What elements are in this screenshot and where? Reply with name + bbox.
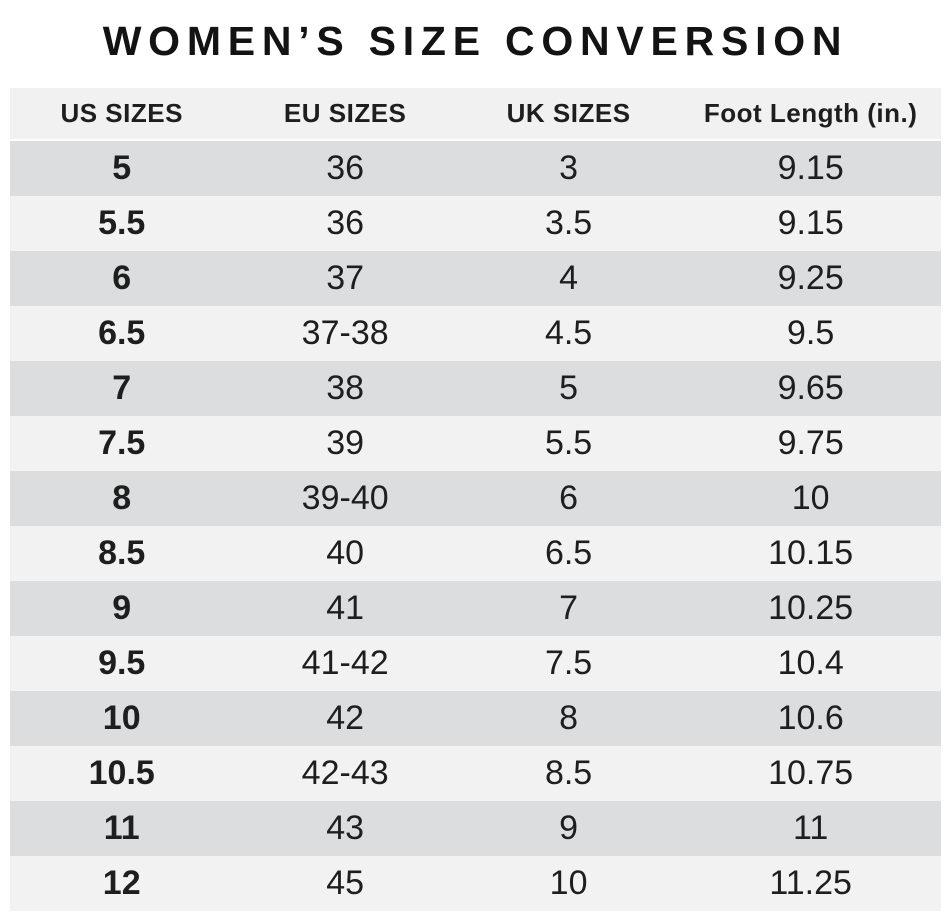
cell-uk: 8 (559, 699, 579, 737)
column-header-uk-sizes: UK SIZES (456, 88, 681, 141)
cell-uk: 4 (559, 259, 579, 297)
size-table-body: 5 36 3 9.15 5.5 36 3.5 9.15 6 37 4 9.25 6.5 37-38 4.5 9… (10, 140, 941, 911)
cell-us: 5.5 (98, 204, 146, 242)
cell-eu: 41 (326, 589, 365, 627)
cell-us: 11 (103, 809, 140, 847)
cell-us: 10.5 (88, 754, 155, 792)
size-conversion-table: US SIZES EU SIZES UK SIZES Foot Length (… (10, 88, 941, 911)
cell-eu: 37-38 (301, 314, 389, 352)
cell-us: 6 (112, 259, 132, 297)
table-row: 6.5 37-38 4.5 9.5 (10, 306, 941, 361)
cell-foot_length_in: 10 (791, 479, 830, 517)
cell-uk: 3.5 (544, 204, 593, 242)
table-row: 11 43 9 11 (10, 801, 941, 856)
table-row: 9 41 7 10.25 (10, 581, 941, 636)
cell-foot_length_in: 10.15 (768, 534, 854, 572)
header-row: US SIZES EU SIZES UK SIZES Foot Length (… (10, 88, 941, 141)
page-title: WOMEN’S SIZE CONVERSION (102, 18, 849, 64)
table-row: 12 45 10 11.25 (10, 856, 941, 911)
cell-foot_length_in: 9.15 (777, 149, 844, 187)
cell-eu: 37 (326, 259, 365, 297)
cell-foot_length_in: 9.65 (777, 369, 844, 407)
cell-us: 8.5 (98, 534, 146, 572)
size-conversion-table-wrap: US SIZES EU SIZES UK SIZES Foot Length (… (10, 88, 941, 911)
cell-eu: 40 (326, 534, 365, 572)
cell-foot_length_in: 10.4 (777, 644, 844, 682)
cell-us: 10 (102, 699, 141, 737)
table-row: 7.5 39 5.5 9.75 (10, 416, 941, 471)
cell-us: 7.5 (98, 424, 146, 462)
column-header-foot-length: Foot Length (in.) (680, 88, 941, 141)
table-row: 7 38 5 9.65 (10, 361, 941, 416)
cell-eu: 43 (326, 809, 365, 847)
cell-uk: 7 (559, 589, 579, 627)
table-row: 5 36 3 9.15 (10, 140, 941, 196)
cell-us: 6.5 (98, 314, 146, 352)
cell-us: 8 (112, 479, 132, 517)
table-row: 9.5 41-42 7.5 10.4 (10, 636, 941, 691)
cell-foot_length_in: 9.5 (787, 314, 835, 352)
cell-foot_length_in: 9.15 (777, 204, 844, 242)
cell-eu: 39-40 (301, 479, 389, 517)
table-row: 5.5 36 3.5 9.15 (10, 196, 941, 251)
cell-uk: 6 (559, 479, 579, 517)
table-row: 6 37 4 9.25 (10, 251, 941, 306)
table-row: 10.5 42-43 8.5 10.75 (10, 746, 941, 801)
cell-eu: 39 (326, 424, 365, 462)
cell-us: 9 (112, 589, 132, 627)
table-row: 10 42 8 10.6 (10, 691, 941, 746)
cell-eu: 41-42 (301, 644, 389, 682)
cell-us: 7 (112, 369, 132, 407)
cell-uk: 4.5 (544, 314, 593, 352)
cell-uk: 9 (559, 809, 579, 847)
cell-eu: 38 (326, 369, 365, 407)
cell-uk: 3 (559, 149, 579, 187)
cell-eu: 36 (326, 204, 365, 242)
cell-foot_length_in: 9.25 (777, 259, 844, 297)
cell-eu: 45 (326, 864, 365, 902)
cell-foot_length_in: 9.75 (777, 424, 844, 462)
table-row: 8.5 40 6.5 10.15 (10, 526, 941, 581)
cell-uk: 5 (559, 369, 579, 407)
cell-foot_length_in: 11 (793, 809, 829, 847)
cell-eu: 42-43 (301, 754, 389, 792)
cell-foot_length_in: 10.25 (768, 589, 854, 627)
cell-uk: 5.5 (544, 424, 593, 462)
cell-us: 12 (102, 864, 141, 902)
cell-foot_length_in: 11.25 (769, 864, 852, 902)
cell-us: 5 (112, 149, 132, 187)
table-header: US SIZES EU SIZES UK SIZES Foot Length (… (10, 88, 941, 141)
column-header-eu-sizes: EU SIZES (233, 88, 457, 141)
cell-foot_length_in: 10.75 (768, 754, 854, 792)
cell-foot_length_in: 10.6 (777, 699, 844, 737)
cell-uk: 7.5 (544, 644, 593, 682)
cell-uk: 10 (549, 864, 588, 902)
cell-eu: 36 (326, 149, 365, 187)
cell-uk: 8.5 (544, 754, 593, 792)
cell-eu: 42 (326, 699, 365, 737)
table-row: 8 39-40 6 10 (10, 471, 941, 526)
cell-uk: 6.5 (544, 534, 593, 572)
column-header-us-sizes: US SIZES (10, 88, 234, 141)
cell-us: 9.5 (98, 644, 146, 682)
